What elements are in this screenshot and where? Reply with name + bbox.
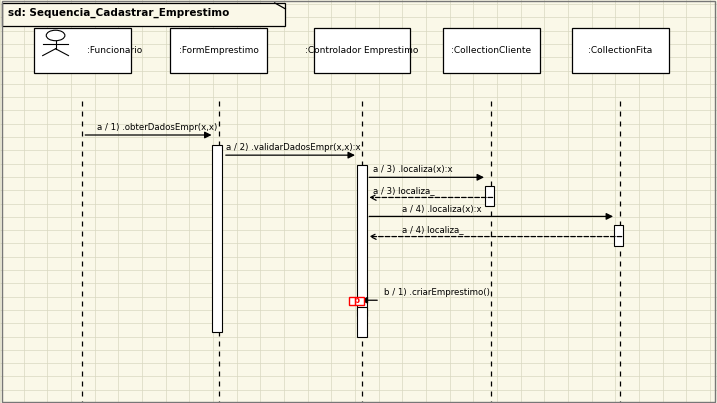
Text: a / 3) localiza_: a / 3) localiza_ xyxy=(373,186,435,195)
Text: :Controlador Emprestimo: :Controlador Emprestimo xyxy=(305,46,419,55)
Bar xyxy=(485,186,494,206)
Bar xyxy=(614,225,623,246)
Bar xyxy=(357,307,367,337)
Text: :CollectionCliente: :CollectionCliente xyxy=(451,46,531,55)
Bar xyxy=(357,165,367,316)
Text: sd: Sequencia_Cadastrar_Emprestimo: sd: Sequencia_Cadastrar_Emprestimo xyxy=(8,8,229,19)
Text: a / 4) localiza_: a / 4) localiza_ xyxy=(402,225,463,234)
Text: :Funcionario: :Funcionario xyxy=(87,46,143,55)
Text: b / 1) .criarEmprestimo(): b / 1) .criarEmprestimo() xyxy=(384,289,490,297)
Text: p: p xyxy=(353,296,359,305)
Bar xyxy=(212,145,222,332)
Bar xyxy=(572,28,668,73)
Text: :CollectionFita: :CollectionFita xyxy=(588,46,652,55)
Polygon shape xyxy=(2,3,285,26)
Text: :FormEmprestimo: :FormEmprestimo xyxy=(179,46,259,55)
Text: a / 3) .localiza(x):x: a / 3) .localiza(x):x xyxy=(373,166,452,174)
Bar xyxy=(34,28,130,73)
Bar xyxy=(443,28,539,73)
Bar xyxy=(171,28,267,73)
Bar xyxy=(314,28,410,73)
Bar xyxy=(349,297,364,305)
Text: a / 1) .obterDadosEmpr(x,x): a / 1) .obterDadosEmpr(x,x) xyxy=(97,123,217,132)
Text: a / 2) .validarDadosEmpr(x,x):x: a / 2) .validarDadosEmpr(x,x):x xyxy=(226,143,361,152)
Text: a / 4) .localiza(x):x: a / 4) .localiza(x):x xyxy=(402,205,481,214)
